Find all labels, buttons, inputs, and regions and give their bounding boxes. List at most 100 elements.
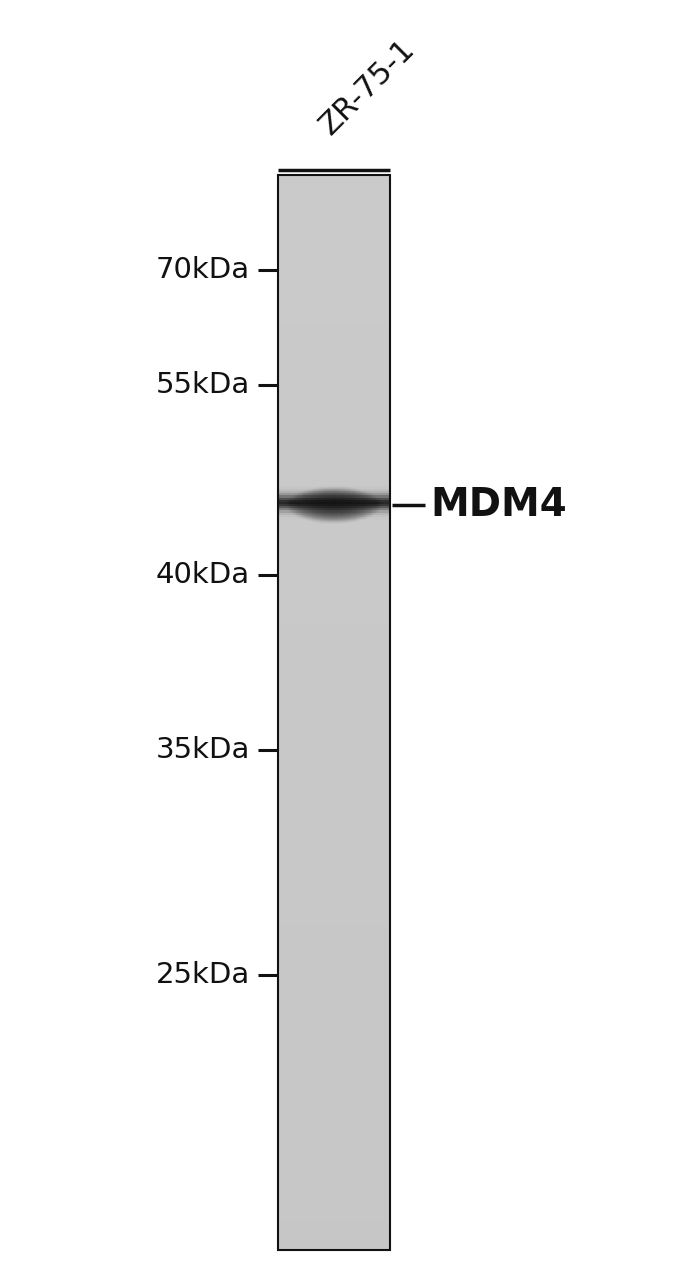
Circle shape: [334, 493, 339, 498]
Circle shape: [305, 495, 310, 500]
Bar: [278, 317, 390, 320]
Bar: [278, 736, 390, 739]
Bar: [278, 635, 390, 637]
Circle shape: [342, 492, 347, 495]
Circle shape: [302, 499, 307, 504]
Bar: [278, 372, 390, 375]
Circle shape: [330, 507, 336, 512]
Circle shape: [355, 511, 359, 516]
Bar: [278, 1014, 390, 1016]
Circle shape: [305, 511, 310, 516]
Circle shape: [350, 493, 355, 497]
Circle shape: [361, 507, 366, 512]
Circle shape: [337, 492, 342, 495]
Circle shape: [356, 508, 362, 513]
Circle shape: [305, 509, 310, 515]
Bar: [278, 508, 390, 511]
Circle shape: [311, 509, 317, 515]
Bar: [278, 189, 390, 193]
Circle shape: [321, 492, 326, 495]
Circle shape: [353, 499, 358, 504]
Circle shape: [356, 499, 362, 504]
Circle shape: [316, 500, 322, 506]
Circle shape: [338, 492, 344, 495]
Circle shape: [302, 508, 307, 513]
Circle shape: [318, 495, 323, 500]
Circle shape: [359, 497, 364, 502]
Circle shape: [305, 500, 310, 506]
Circle shape: [336, 494, 341, 499]
Circle shape: [302, 503, 307, 508]
Circle shape: [332, 495, 337, 500]
Bar: [278, 603, 390, 605]
Bar: [278, 435, 390, 438]
Bar: [278, 1078, 390, 1080]
Bar: [278, 1091, 390, 1093]
Bar: [278, 1123, 390, 1126]
Circle shape: [324, 495, 329, 500]
Circle shape: [332, 511, 337, 516]
Circle shape: [324, 513, 329, 518]
Circle shape: [345, 500, 350, 506]
Bar: [278, 575, 390, 577]
Bar: [278, 730, 390, 732]
Bar: [278, 1100, 390, 1102]
Bar: [278, 1197, 390, 1199]
Circle shape: [350, 495, 355, 500]
Bar: [278, 961, 390, 965]
Circle shape: [341, 497, 345, 502]
Bar: [278, 760, 390, 763]
Bar: [278, 934, 390, 937]
Circle shape: [358, 499, 363, 504]
Circle shape: [353, 493, 358, 498]
Bar: [278, 255, 390, 257]
Circle shape: [356, 507, 362, 512]
Bar: [278, 198, 390, 201]
Circle shape: [342, 503, 347, 508]
Circle shape: [313, 512, 318, 517]
Circle shape: [323, 493, 328, 498]
Circle shape: [332, 507, 337, 512]
Bar: [278, 616, 390, 618]
Circle shape: [313, 511, 318, 516]
Bar: [278, 223, 390, 225]
Circle shape: [313, 506, 318, 511]
Circle shape: [330, 504, 336, 509]
Circle shape: [307, 499, 312, 504]
Circle shape: [330, 495, 336, 500]
Circle shape: [329, 511, 334, 516]
Circle shape: [311, 508, 317, 513]
Circle shape: [301, 500, 305, 506]
Circle shape: [328, 513, 332, 518]
Circle shape: [324, 512, 329, 517]
Bar: [278, 1170, 390, 1172]
Bar: [278, 1164, 390, 1166]
Circle shape: [337, 515, 342, 518]
Circle shape: [328, 495, 332, 500]
Circle shape: [316, 511, 322, 516]
Bar: [278, 796, 390, 799]
Bar: [278, 653, 390, 655]
Circle shape: [328, 498, 332, 503]
Circle shape: [318, 504, 323, 509]
Circle shape: [345, 495, 350, 500]
Circle shape: [334, 498, 339, 503]
Bar: [278, 973, 390, 975]
Bar: [278, 315, 390, 317]
Circle shape: [350, 506, 355, 511]
Bar: [278, 1185, 390, 1188]
Circle shape: [350, 499, 355, 504]
Bar: [278, 695, 390, 698]
Bar: [278, 243, 390, 247]
Circle shape: [330, 515, 336, 518]
Circle shape: [323, 512, 328, 517]
Circle shape: [341, 508, 345, 513]
Bar: [278, 781, 390, 783]
Bar: [278, 404, 390, 408]
Circle shape: [342, 509, 347, 515]
Bar: [278, 530, 390, 532]
Bar: [278, 955, 390, 959]
Bar: [278, 410, 390, 412]
Bar: [278, 1160, 390, 1162]
Circle shape: [316, 497, 322, 502]
